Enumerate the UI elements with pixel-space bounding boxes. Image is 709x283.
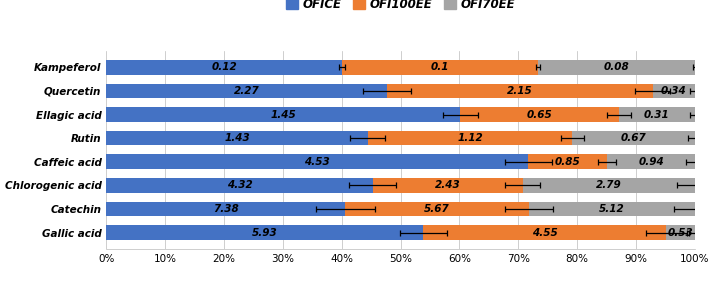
Text: 0.85: 0.85	[555, 157, 581, 167]
Text: 0.53: 0.53	[668, 228, 693, 238]
Text: 1.43: 1.43	[224, 133, 250, 143]
Bar	[106, 60, 342, 75]
Text: 2.15: 2.15	[507, 86, 532, 96]
Bar	[106, 83, 387, 98]
Bar	[572, 131, 695, 145]
Text: 0.67: 0.67	[620, 133, 647, 143]
Bar	[653, 83, 695, 98]
Bar	[666, 225, 695, 240]
Bar	[423, 225, 666, 240]
Bar	[373, 178, 523, 193]
Text: 4.55: 4.55	[532, 228, 558, 238]
Text: 2.79: 2.79	[596, 181, 622, 190]
Bar	[106, 225, 423, 240]
Bar	[342, 60, 538, 75]
Text: 0.12: 0.12	[211, 62, 237, 72]
Text: 2.43: 2.43	[435, 181, 461, 190]
Text: 5.93: 5.93	[252, 228, 278, 238]
Text: 0.1: 0.1	[430, 62, 449, 72]
Text: 2.27: 2.27	[234, 86, 259, 96]
Text: 0.08: 0.08	[603, 62, 629, 72]
Text: 0.65: 0.65	[527, 110, 552, 119]
Bar	[460, 107, 619, 122]
Bar	[106, 155, 528, 169]
Bar	[619, 107, 695, 122]
Legend: OFICE, OFI100EE, OFI70EE: OFICE, OFI100EE, OFI70EE	[281, 0, 520, 16]
Bar	[345, 202, 529, 216]
Text: 7.38: 7.38	[213, 204, 239, 214]
Text: 4.53: 4.53	[304, 157, 330, 167]
Bar	[387, 83, 653, 98]
Text: 0.31: 0.31	[644, 110, 670, 119]
Bar	[523, 178, 695, 193]
Text: 1.45: 1.45	[271, 110, 296, 119]
Bar	[368, 131, 572, 145]
Bar	[106, 178, 373, 193]
Text: 0.94: 0.94	[638, 157, 664, 167]
Text: 5.67: 5.67	[424, 204, 450, 214]
Bar	[538, 60, 695, 75]
Bar	[106, 107, 460, 122]
Bar	[608, 155, 695, 169]
Text: 1.12: 1.12	[457, 133, 483, 143]
Text: 4.32: 4.32	[227, 181, 252, 190]
Bar	[106, 202, 345, 216]
Text: 5.12: 5.12	[599, 204, 625, 214]
Bar	[529, 202, 695, 216]
Bar	[528, 155, 608, 169]
Bar	[106, 131, 368, 145]
Text: 0.34: 0.34	[661, 86, 687, 96]
